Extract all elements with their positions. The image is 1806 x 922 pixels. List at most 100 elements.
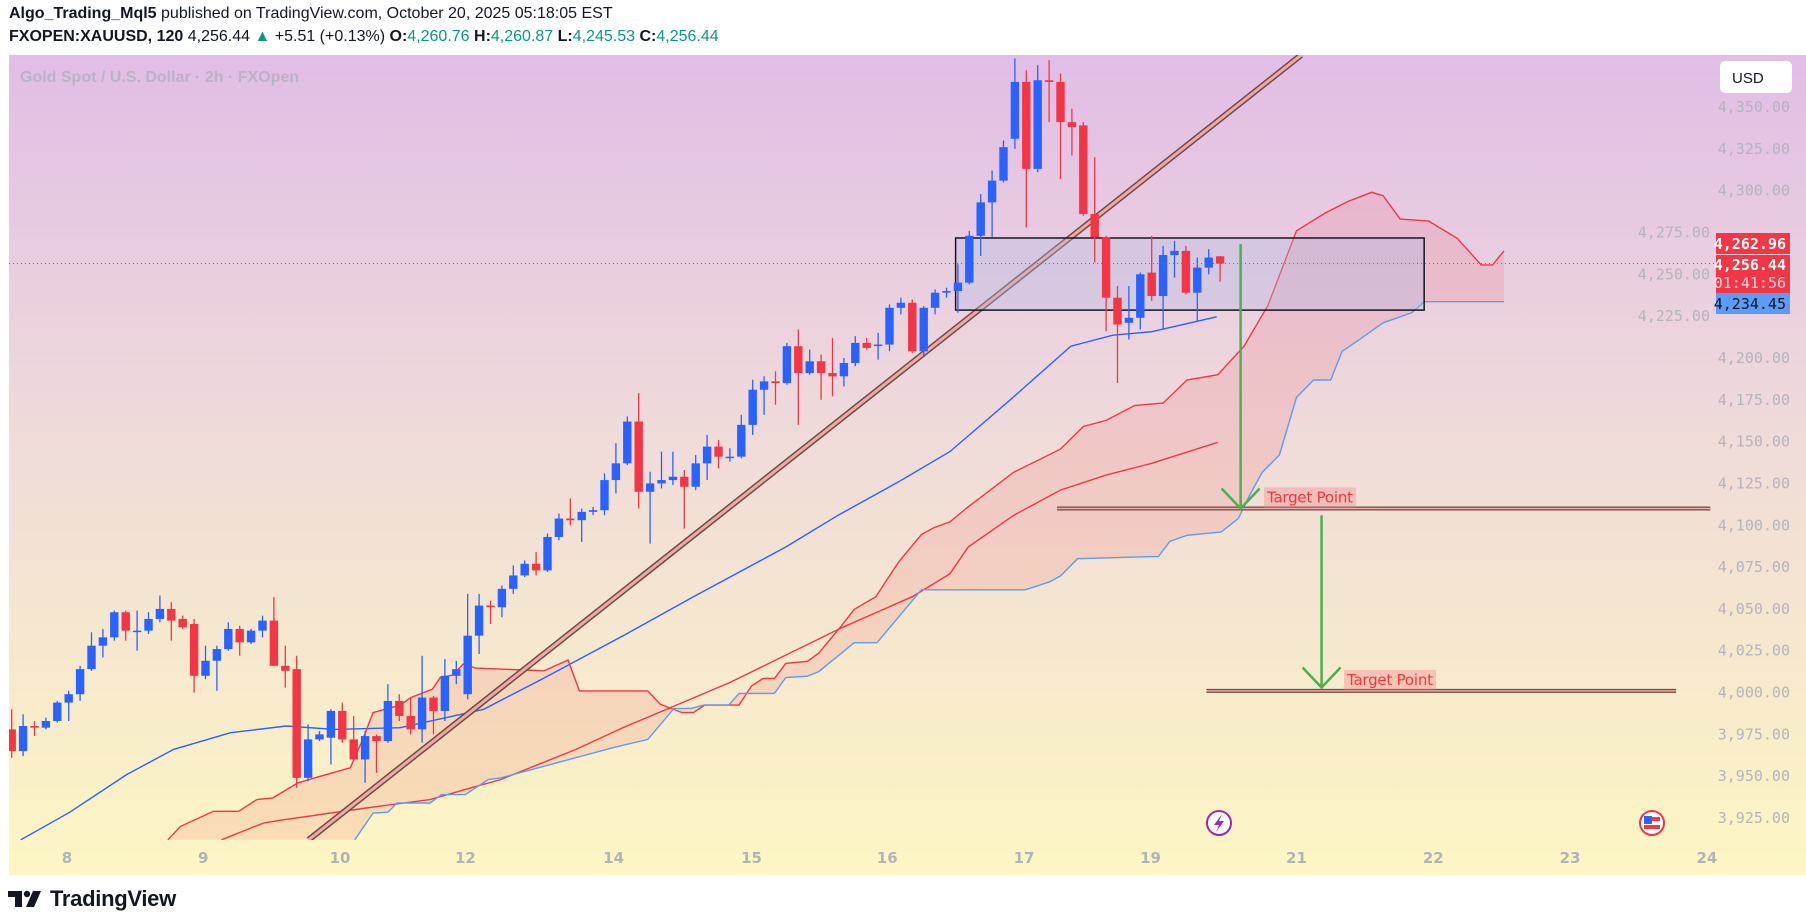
candle-body xyxy=(497,588,507,608)
candle xyxy=(452,660,461,685)
candle xyxy=(1101,235,1111,332)
candle-body xyxy=(919,307,928,352)
candle-body xyxy=(1090,214,1099,238)
candle-body xyxy=(1056,81,1065,123)
candle-body xyxy=(53,702,62,721)
candle xyxy=(121,610,130,641)
high-value: 4,260.87 xyxy=(490,28,554,45)
time-tick-label: 8 xyxy=(62,849,72,867)
time-axis[interactable]: 8 9 10 12 14 15 16 17 19 21 22 23 24 xyxy=(62,849,1718,867)
tradingview-brand: TradingView xyxy=(50,886,176,911)
candle-body xyxy=(178,618,187,628)
price-tick-label: 4,350.00 xyxy=(1718,98,1790,116)
us-flag-event-icon[interactable] xyxy=(1639,810,1665,836)
candle-body xyxy=(965,235,974,283)
price-axis[interactable]: 4,350.00 4,325.00 4,300.00 4,275.00 4,250.00… xyxy=(1638,98,1790,827)
candle xyxy=(623,416,632,466)
candle-body xyxy=(1124,317,1134,323)
candle-body xyxy=(1158,255,1168,297)
bar-countdown-text: 01:41:56 xyxy=(1714,274,1786,292)
candle xyxy=(349,715,358,760)
overlay-layer: Target Point Target Point xyxy=(1220,244,1436,690)
candle xyxy=(999,140,1008,183)
time-tick-label: 22 xyxy=(1423,849,1444,867)
candle-body xyxy=(702,446,712,464)
time-tick-label: 21 xyxy=(1286,849,1307,867)
candle-body xyxy=(212,649,222,661)
candle xyxy=(1044,60,1054,123)
dividends-event-icon[interactable] xyxy=(1206,810,1232,836)
candle-body xyxy=(349,739,358,760)
candle xyxy=(885,304,894,352)
author-name[interactable]: Algo_Trading_Mql5 xyxy=(9,5,157,22)
candle xyxy=(1124,286,1134,340)
candle xyxy=(1067,108,1077,156)
candle-body xyxy=(566,518,575,521)
candle-body xyxy=(976,202,985,236)
candle xyxy=(18,714,28,757)
target-point-label-bg xyxy=(1264,487,1356,508)
candle xyxy=(53,700,62,723)
plot-area[interactable] xyxy=(8,55,1723,840)
price-tick-label: 4,075.00 xyxy=(1718,558,1790,576)
candle-body xyxy=(645,483,655,492)
indicator-line-leading-span-b xyxy=(354,301,1504,840)
candle-body xyxy=(668,476,678,481)
candle xyxy=(1204,249,1213,275)
candle-body xyxy=(1033,80,1042,169)
candle xyxy=(178,615,187,629)
ichimoku-cloud xyxy=(167,192,1504,840)
candle xyxy=(1090,157,1099,263)
price-change: +5.51 (+0.13%) xyxy=(274,28,386,45)
candle xyxy=(144,612,153,634)
candle-body xyxy=(224,628,233,650)
candle xyxy=(645,471,655,544)
arrow1-head-icon xyxy=(1220,487,1261,511)
candle-body xyxy=(258,620,267,631)
candle-body xyxy=(828,373,837,377)
candle-body xyxy=(725,456,735,459)
candle-body xyxy=(1022,81,1031,169)
candle-body xyxy=(1181,250,1191,293)
target-point-label-bg xyxy=(1344,669,1436,690)
currency-button[interactable]: USD xyxy=(1720,61,1792,93)
candle xyxy=(463,593,472,700)
candle-body xyxy=(326,710,336,738)
candle-body xyxy=(737,424,746,457)
candle-body xyxy=(509,575,518,589)
candle-body xyxy=(873,344,883,347)
candle-body xyxy=(18,726,28,752)
candle-body xyxy=(463,635,472,695)
time-tick-label: 12 xyxy=(455,849,476,867)
candle-body xyxy=(680,476,689,487)
candle xyxy=(167,602,176,641)
price-tick-label: 4,275.00 xyxy=(1638,223,1710,241)
candle xyxy=(930,289,940,315)
candle-body xyxy=(634,421,643,492)
candle-body xyxy=(167,608,176,621)
candle xyxy=(110,610,119,641)
candle-body xyxy=(782,346,792,384)
tradingview-logo[interactable]: TradingView xyxy=(8,886,176,912)
candle-body xyxy=(885,307,894,345)
symbol-info: FXOPEN:XAUUSD, 120 4,256.44 ▲ +5.51 (+0.… xyxy=(9,28,719,46)
candle-body xyxy=(87,645,96,670)
close-value: 4,256.44 xyxy=(656,28,719,45)
candle-body xyxy=(406,715,415,730)
candle-body xyxy=(611,463,621,481)
candle-body xyxy=(987,180,997,203)
candle xyxy=(87,632,96,671)
span-a-price-tag xyxy=(1716,233,1790,254)
candle xyxy=(235,625,244,656)
candle-body xyxy=(908,302,917,352)
candle-body xyxy=(1067,122,1077,128)
candle xyxy=(851,336,860,367)
candle xyxy=(30,720,39,737)
candle xyxy=(1010,58,1020,149)
candle xyxy=(132,610,142,651)
candle-body xyxy=(657,480,666,484)
last-price-tag xyxy=(1716,255,1790,293)
candle xyxy=(680,470,689,529)
candle-body xyxy=(303,739,313,778)
